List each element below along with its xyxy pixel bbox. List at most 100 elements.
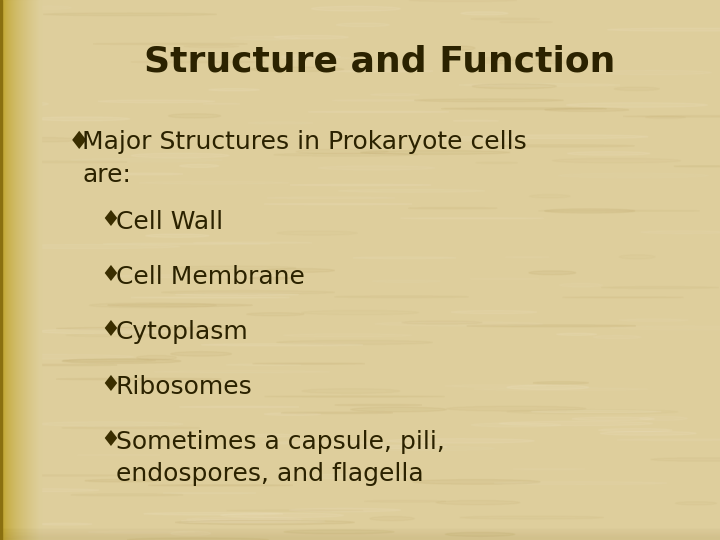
- Ellipse shape: [139, 181, 289, 184]
- Ellipse shape: [137, 355, 176, 360]
- Bar: [39, 0, 40, 540]
- Ellipse shape: [467, 325, 636, 327]
- Ellipse shape: [108, 304, 253, 307]
- Ellipse shape: [267, 197, 395, 199]
- Bar: [13, 0, 14, 540]
- Bar: [38, 0, 40, 540]
- Ellipse shape: [296, 149, 388, 154]
- Bar: [8, 0, 9, 540]
- Ellipse shape: [335, 404, 422, 406]
- Ellipse shape: [262, 442, 385, 444]
- Ellipse shape: [529, 271, 576, 275]
- Ellipse shape: [494, 482, 667, 484]
- Ellipse shape: [168, 114, 220, 118]
- Ellipse shape: [284, 530, 394, 534]
- Ellipse shape: [171, 531, 211, 536]
- Ellipse shape: [539, 210, 699, 211]
- Bar: [9, 0, 11, 540]
- Ellipse shape: [56, 378, 221, 380]
- Ellipse shape: [38, 422, 183, 427]
- Ellipse shape: [454, 120, 498, 122]
- Bar: [16, 0, 17, 540]
- Ellipse shape: [334, 71, 433, 72]
- Ellipse shape: [0, 161, 127, 163]
- Ellipse shape: [104, 243, 270, 245]
- Ellipse shape: [186, 517, 302, 522]
- Ellipse shape: [176, 522, 325, 523]
- Ellipse shape: [505, 256, 549, 258]
- Ellipse shape: [480, 135, 648, 139]
- Bar: [0, 528, 720, 529]
- Ellipse shape: [253, 363, 365, 364]
- Ellipse shape: [366, 445, 446, 449]
- Bar: [0, 0, 2, 540]
- Bar: [32, 0, 34, 540]
- Ellipse shape: [184, 45, 239, 48]
- Ellipse shape: [675, 502, 716, 505]
- Ellipse shape: [557, 333, 596, 335]
- Ellipse shape: [180, 164, 219, 167]
- Ellipse shape: [98, 100, 215, 103]
- Ellipse shape: [617, 439, 720, 441]
- Text: Cytoplasm: Cytoplasm: [116, 320, 248, 344]
- Ellipse shape: [478, 57, 528, 60]
- Bar: [0, 530, 720, 531]
- Ellipse shape: [531, 410, 661, 413]
- Ellipse shape: [247, 313, 304, 316]
- Ellipse shape: [598, 429, 672, 431]
- Bar: [1, 0, 2, 540]
- Ellipse shape: [474, 388, 647, 390]
- Ellipse shape: [250, 67, 343, 72]
- Ellipse shape: [447, 406, 586, 411]
- Ellipse shape: [179, 406, 299, 408]
- Ellipse shape: [43, 13, 217, 16]
- Text: ♦: ♦: [68, 130, 91, 154]
- Text: ♦: ♦: [100, 210, 120, 230]
- Bar: [33, 0, 35, 540]
- Ellipse shape: [567, 152, 650, 156]
- Ellipse shape: [209, 89, 259, 91]
- Bar: [27, 0, 29, 540]
- Ellipse shape: [302, 389, 400, 393]
- Ellipse shape: [401, 218, 544, 219]
- Ellipse shape: [274, 153, 418, 156]
- Ellipse shape: [646, 116, 685, 119]
- Ellipse shape: [445, 46, 475, 50]
- Ellipse shape: [461, 12, 508, 15]
- Ellipse shape: [445, 384, 546, 387]
- Ellipse shape: [203, 103, 240, 104]
- Ellipse shape: [202, 343, 363, 346]
- Text: Cell Membrane: Cell Membrane: [116, 265, 305, 289]
- Ellipse shape: [361, 151, 510, 154]
- Bar: [0, 532, 720, 533]
- Bar: [23, 0, 24, 540]
- Ellipse shape: [226, 364, 301, 366]
- Ellipse shape: [472, 84, 557, 89]
- Text: Structure and Function: Structure and Function: [144, 45, 616, 79]
- Ellipse shape: [593, 335, 641, 339]
- Ellipse shape: [308, 111, 449, 113]
- Bar: [34, 0, 35, 540]
- Ellipse shape: [446, 532, 515, 536]
- Ellipse shape: [127, 538, 269, 540]
- Ellipse shape: [476, 60, 577, 64]
- Ellipse shape: [194, 242, 312, 244]
- Ellipse shape: [12, 102, 48, 106]
- Text: Sometimes a capsule, pili,
endospores, and flagella: Sometimes a capsule, pili, endospores, a…: [116, 430, 445, 485]
- Ellipse shape: [353, 257, 456, 259]
- Bar: [19, 0, 20, 540]
- Ellipse shape: [623, 116, 720, 117]
- Ellipse shape: [559, 283, 603, 287]
- Ellipse shape: [600, 431, 696, 435]
- Ellipse shape: [107, 173, 183, 175]
- Ellipse shape: [176, 294, 299, 295]
- Bar: [25, 0, 27, 540]
- Bar: [12, 0, 14, 540]
- Ellipse shape: [572, 417, 654, 421]
- Ellipse shape: [639, 416, 688, 420]
- Ellipse shape: [131, 153, 229, 158]
- Bar: [3, 0, 4, 540]
- Ellipse shape: [7, 475, 132, 476]
- Ellipse shape: [441, 108, 606, 110]
- Bar: [31, 0, 32, 540]
